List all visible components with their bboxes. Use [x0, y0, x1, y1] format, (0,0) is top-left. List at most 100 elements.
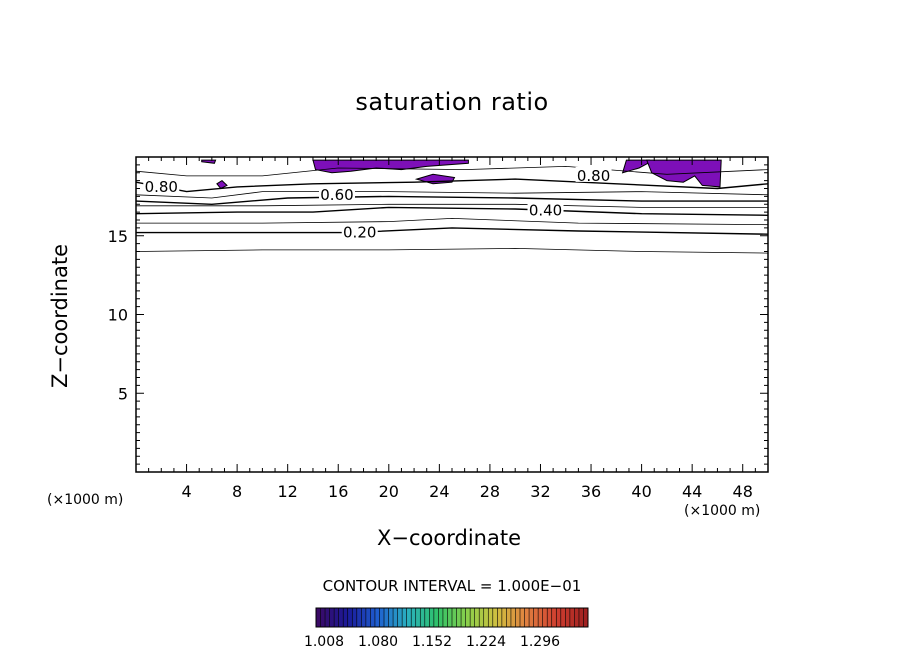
colorbar-cell	[560, 608, 566, 627]
colorbar-cell	[547, 608, 552, 627]
contour-label-bg-0	[143, 177, 180, 193]
colorbar-cell	[456, 608, 462, 627]
contour-labels: 0.80 0.60 0.40 0.20 0.80	[143, 166, 612, 242]
colorbar-cell	[474, 608, 480, 627]
contour-line-3	[135, 206, 769, 216]
colorbar-cell	[497, 608, 502, 627]
colorbar-frame	[315, 607, 589, 628]
x-unit-right: (×1000 m)	[684, 503, 761, 519]
colorbar-cell	[379, 608, 384, 627]
colorbar-cell	[465, 608, 471, 627]
colorbar-label: 1.080	[358, 634, 398, 650]
colorbar-cell	[574, 608, 579, 627]
colorbar-cell	[402, 608, 407, 627]
colorbar-cell	[506, 608, 511, 627]
colorbar-cell	[356, 608, 362, 627]
x-tick-label: 28	[480, 482, 500, 501]
colorbar-label: 1.008	[304, 634, 344, 650]
contour-label-3: 0.20	[343, 224, 376, 242]
contour-line-4	[136, 203, 768, 208]
colorbar-cell	[361, 608, 366, 627]
colorbar-cell	[461, 608, 466, 627]
colorbar-cell	[343, 608, 348, 627]
contour-lines	[135, 165, 769, 254]
colorbar-cell	[529, 608, 534, 627]
contour-label-bg-2	[527, 201, 564, 217]
colorbar-label: 1.152	[412, 634, 452, 650]
colorbar-cell	[542, 608, 548, 627]
colorbar-label: 1.224	[466, 634, 506, 650]
colorbar-cell	[569, 608, 575, 627]
colorbar-cell	[415, 608, 421, 627]
y-tick-label: 5	[118, 384, 128, 403]
colorbar-cell	[316, 608, 321, 627]
contour-line-6	[135, 191, 769, 199]
colorbar-labels: 1.008 1.080 1.152 1.224 1.296	[304, 634, 560, 650]
x-tick-label: 4	[181, 482, 191, 501]
contour-label-0: 0.80	[145, 178, 178, 196]
x-unit-left: (×1000 m)	[47, 492, 124, 508]
colorbar-cell	[438, 608, 443, 627]
supersaturated-regions	[201, 159, 722, 190]
contour-line-2	[136, 217, 769, 226]
colorbar-cell	[520, 608, 525, 627]
colorbar-cell	[352, 608, 357, 627]
contour-label-bg-1	[318, 185, 355, 201]
colorbar-cell	[424, 608, 430, 627]
x-tick-label: 12	[278, 482, 298, 501]
colorbar-cell	[334, 608, 339, 627]
x-tick-label: 40	[631, 482, 651, 501]
supersaturated-region-1	[312, 159, 469, 174]
colorbar-cell	[370, 608, 375, 627]
y-tick-label: 15	[108, 227, 128, 246]
colorbar-cell	[429, 608, 434, 627]
contour-label-bg-4	[575, 166, 612, 182]
colorbar-cell	[411, 608, 416, 627]
colorbar-cell	[492, 608, 498, 627]
colorbar-cell	[320, 608, 326, 627]
x-tick-label: 8	[232, 482, 242, 501]
colorbar-cell	[397, 608, 403, 627]
colorbar-cell	[420, 608, 425, 627]
colorbar-cell	[388, 608, 394, 627]
colorbar-cell	[488, 608, 493, 627]
colorbar-cell	[325, 608, 330, 627]
colorbar-cell	[442, 608, 448, 627]
contour-interval-text: CONTOUR INTERVAL = 1.000E−01	[322, 577, 582, 595]
colorbar-cell	[524, 608, 530, 627]
chart-title: saturation ratio	[355, 88, 549, 116]
contour-label-4: 0.80	[577, 167, 610, 185]
colorbar-cell	[515, 608, 520, 627]
colorbar-cell	[470, 608, 475, 627]
colorbar-cell	[393, 608, 398, 627]
colorbar-cell	[483, 608, 489, 627]
x-axis-label: X−coordinate	[377, 526, 521, 550]
colorbar-cell	[452, 608, 457, 627]
colorbar-cell	[556, 608, 561, 627]
colorbar-cell	[406, 608, 412, 627]
colorbar-cell	[533, 608, 539, 627]
colorbar-cell	[510, 608, 516, 627]
colorbar-cell	[565, 608, 570, 627]
x-tick-label: 44	[682, 482, 702, 501]
colorbar-label: 1.296	[520, 634, 560, 650]
x-tick-label: 36	[581, 482, 601, 501]
contour-line-1	[136, 227, 769, 235]
colorbar-cell	[538, 608, 543, 627]
contour-label-1: 0.60	[320, 186, 353, 204]
colorbar	[315, 607, 589, 628]
x-tick-label: 16	[328, 482, 348, 501]
colorbar-cell	[501, 608, 507, 627]
colorbar-cell	[447, 608, 452, 627]
contour-label-bg-3	[341, 223, 378, 239]
supersaturated-region-0	[201, 159, 217, 164]
colorbar-cell	[583, 608, 588, 627]
colorbar-cell	[329, 608, 335, 627]
colorbar-cell	[433, 608, 439, 627]
colorbar-cell	[551, 608, 557, 627]
colorbar-cell	[374, 608, 380, 627]
y-tick-label: 10	[108, 306, 128, 325]
supersaturated-region-3	[216, 179, 228, 190]
